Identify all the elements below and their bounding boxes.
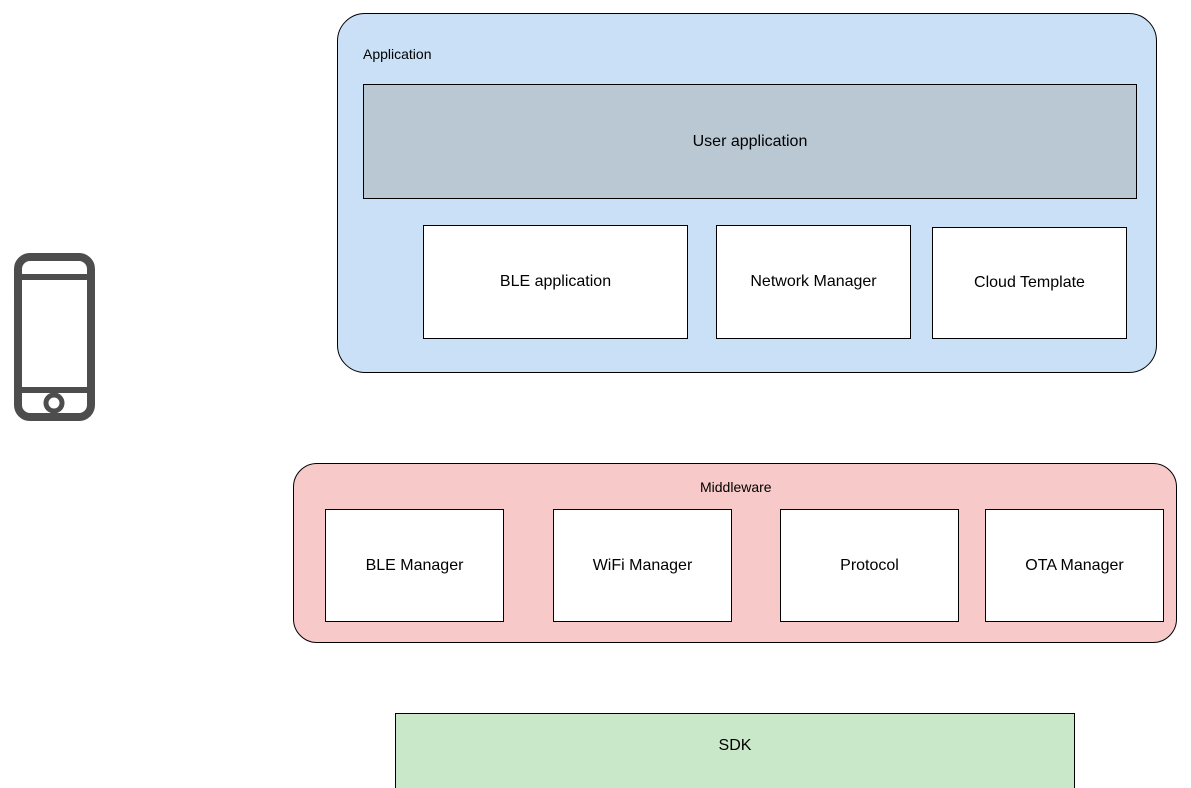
- ble-application-label: BLE application: [500, 273, 611, 291]
- wifi-manager-label: WiFi Manager: [593, 557, 693, 575]
- cloud-template-box: Cloud Template: [932, 227, 1127, 339]
- user-application-label: User application: [693, 133, 808, 151]
- cloud-template-label: Cloud Template: [974, 274, 1085, 292]
- network-manager-label: Network Manager: [750, 273, 876, 291]
- application-title: Application: [363, 46, 432, 62]
- ble-manager-label: BLE Manager: [366, 557, 464, 575]
- ota-manager-label: OTA Manager: [1025, 557, 1123, 575]
- sdk-box: SDK: [395, 713, 1075, 788]
- network-manager-box: Network Manager: [716, 225, 911, 339]
- user-application-box: User application: [363, 84, 1137, 199]
- ble-application-box: BLE application: [423, 225, 688, 339]
- protocol-label: Protocol: [840, 557, 899, 575]
- ota-manager-box: OTA Manager: [985, 509, 1164, 622]
- middleware-title: Middleware: [700, 479, 772, 495]
- sdk-label: SDK: [719, 737, 752, 755]
- protocol-box: Protocol: [780, 509, 959, 622]
- wifi-manager-box: WiFi Manager: [553, 509, 732, 622]
- ble-manager-box: BLE Manager: [325, 509, 504, 622]
